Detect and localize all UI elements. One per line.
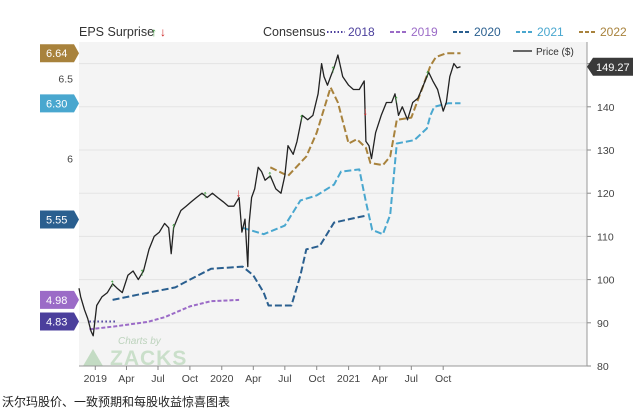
chart-caption: 沃尔玛股价、一致预期和每股收益惊喜图表 xyxy=(2,395,231,409)
consensus-badge-label: 4.83 xyxy=(46,317,67,329)
surprise-up-arrow-icon: ↑ xyxy=(139,266,145,278)
price-tick-label: 120 xyxy=(597,188,615,200)
time-tick-label: 2020 xyxy=(210,373,234,385)
zacks-logo-icon xyxy=(83,349,103,366)
consensus-label: Consensus xyxy=(263,25,326,39)
time-tick-label: 2021 xyxy=(337,373,361,385)
surprise-up-arrow-icon: ↑ xyxy=(110,277,116,289)
consensus-line-2019 xyxy=(89,298,240,331)
price-tick-label: 90 xyxy=(597,318,609,330)
time-tick-label: 2019 xyxy=(84,373,108,385)
up-arrow-icon: ↑ xyxy=(151,25,157,39)
time-tick-label: Jul xyxy=(405,373,418,385)
legend-label-2021: 2021 xyxy=(537,25,564,39)
price-axis: 1501401301201101009080 xyxy=(586,42,615,373)
legend-label-2019: 2019 xyxy=(411,25,438,39)
surprise-up-arrow-icon: ↑ xyxy=(171,221,177,233)
consensus-badge xyxy=(40,94,79,113)
surprise-up-arrow-icon: ↑ xyxy=(267,169,273,181)
price-tick-label: 100 xyxy=(597,275,615,287)
surprise-down-arrow-icon: ↓ xyxy=(362,106,368,118)
time-axis: 2019 Apr Jul Oct 2020 Apr Jul Oct 2021 Apr Jul Oct xyxy=(79,365,587,385)
chart-header: EPS Surprise ↑ ↓ Consensus xyxy=(79,25,326,39)
price-legend: Price ($) xyxy=(513,47,574,58)
legend-label-2022: 2022 xyxy=(600,25,627,39)
consensus-line-2021 xyxy=(242,102,461,236)
time-tick-label: Jul xyxy=(278,373,291,385)
eps-axis: 6.56 xyxy=(58,74,73,166)
time-tick-label: Apr xyxy=(245,373,262,385)
consensus-badge-label: 6.30 xyxy=(46,98,67,110)
time-tick-label: Oct xyxy=(182,373,198,385)
consensus-badge-label: 6.64 xyxy=(46,48,67,60)
price-line-group xyxy=(78,54,461,337)
price-tick-label: 80 xyxy=(597,361,609,373)
price-line xyxy=(78,54,461,337)
eps-tick-label: 6.5 xyxy=(58,74,73,86)
consensus-badges: 6.64 6.30 5.55 4.98 4.83 xyxy=(40,44,79,331)
consensus-lines xyxy=(89,52,461,331)
zacks-watermark: Charts by ZACKS xyxy=(83,336,187,370)
consensus-badge-label: 5.55 xyxy=(46,215,67,227)
surprise-up-arrow-icon: ↑ xyxy=(202,189,208,201)
price-tick-label: 140 xyxy=(597,102,615,114)
consensus-badge xyxy=(40,44,79,63)
surprise-markers: ↑ ↑ ↑ ↑ ↓ ↑ ↑ ↑ ↓ ↑ ↑ xyxy=(110,64,431,290)
watermark-line1: Charts by xyxy=(118,336,162,347)
consensus-legend: 2018 2019 2020 2021 2022 xyxy=(327,25,627,39)
price-tick-label: 110 xyxy=(597,231,614,243)
watermark-line2: ZACKS xyxy=(110,347,187,370)
consensus-badge xyxy=(40,290,79,309)
consensus-line-2020 xyxy=(112,214,367,307)
consensus-line-2022 xyxy=(269,52,461,177)
consensus-badge-label: 4.98 xyxy=(46,295,67,307)
current-price-label: 149.27 xyxy=(596,62,630,74)
surprise-up-arrow-icon: ↑ xyxy=(299,112,305,124)
surprise-down-arrow-icon: ↓ xyxy=(236,188,242,200)
price-tick-label: 130 xyxy=(597,145,615,157)
consensus-badge xyxy=(40,312,79,331)
surprise-up-arrow-icon: ↑ xyxy=(330,64,336,76)
surprise-up-arrow-icon: ↑ xyxy=(425,68,431,80)
consensus-badge xyxy=(40,210,79,229)
eps-surprise-label: EPS Surprise xyxy=(79,25,154,39)
time-tick-label: Apr xyxy=(372,373,389,385)
legend-label-2020: 2020 xyxy=(474,25,501,39)
price-legend-label: Price ($) xyxy=(536,47,574,58)
eps-tick-label: 6 xyxy=(67,154,73,166)
current-price-badge xyxy=(587,57,633,76)
time-tick-label: Oct xyxy=(309,373,325,385)
plot-background xyxy=(79,42,587,366)
surprise-up-arrow-icon: ↑ xyxy=(393,93,399,105)
down-arrow-icon: ↓ xyxy=(160,25,166,39)
time-tick-label: Oct xyxy=(435,373,451,385)
time-tick-label: Apr xyxy=(118,373,135,385)
current-price-tag: 149.27 xyxy=(587,57,633,76)
legend-label-2018: 2018 xyxy=(348,25,375,39)
time-tick-label: Jul xyxy=(151,373,164,385)
